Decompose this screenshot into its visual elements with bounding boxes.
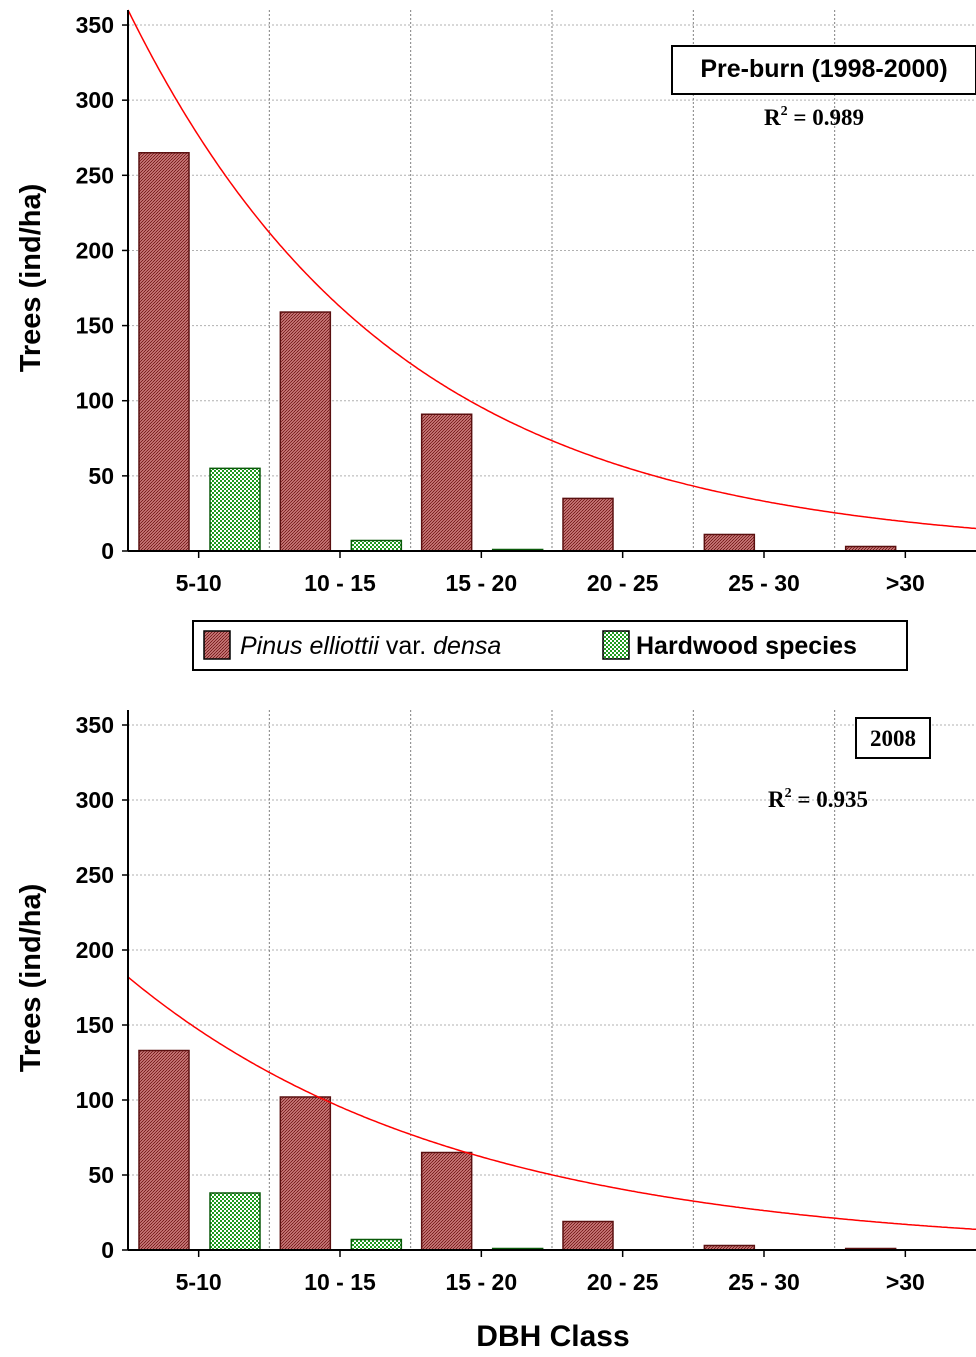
y-tick-label: 200 <box>76 237 114 263</box>
y-tick-label: 50 <box>88 1162 114 1188</box>
grid-lines <box>128 10 976 551</box>
x-tick-label: 15 - 20 <box>446 570 518 596</box>
y-tick-label: 0 <box>101 1237 114 1263</box>
panel-title: 2008 <box>870 726 916 751</box>
panel-title-box: 2008 <box>855 717 931 759</box>
x-tick-label: 5-10 <box>176 1269 222 1295</box>
bar-pinus-3 <box>562 497 614 552</box>
axes <box>122 10 976 558</box>
x-tick-labels: 5-10 10 - 15 15 - 20 20 - 25 25 - 30 >30 <box>176 1269 925 1295</box>
legend-swatch-hardwood <box>602 630 630 660</box>
y-tick-label: 100 <box>76 1087 114 1113</box>
bar-hardwood-0 <box>209 1192 261 1251</box>
bar-pinus-3 <box>562 1220 614 1251</box>
bar-pinus-2 <box>420 413 473 552</box>
bars <box>138 152 897 552</box>
x-tick-label: 20 - 25 <box>587 570 659 596</box>
bar-pinus-4 <box>703 533 756 552</box>
bar-pinus-0 <box>138 1049 190 1251</box>
y-tick-label: 50 <box>88 463 114 489</box>
y-tick-label: 150 <box>76 313 114 339</box>
r2-annotation: R2 = 0.935 <box>768 786 868 812</box>
bottom-panel: 0 50 100 150 200 250 300 350 5-10 10 - 15 15 - 20… <box>15 710 976 1353</box>
x-tick-label: 20 - 25 <box>587 1269 659 1295</box>
y-tick-label: 300 <box>76 787 114 813</box>
x-tick-label: 10 - 15 <box>304 1269 376 1295</box>
legend-swatch-pinus <box>203 630 231 660</box>
y-tick-label: 300 <box>76 87 114 113</box>
y-axis-label: Trees (ind/ha) <box>15 184 47 373</box>
x-tick-label: >30 <box>886 1269 925 1295</box>
fit-curve <box>127 9 976 530</box>
y-tick-label: 0 <box>101 538 114 564</box>
x-tick-label: 5-10 <box>176 570 222 596</box>
r2-annotation: R2 = 0.989 <box>764 104 864 130</box>
y-tick-labels: 0 50 100 150 200 250 300 350 <box>76 12 114 564</box>
panel-title: Pre-burn (1998-2000) <box>700 55 947 83</box>
bars <box>138 1049 897 1251</box>
y-tick-label: 250 <box>76 862 114 888</box>
y-tick-label: 100 <box>76 388 114 414</box>
legend-label-pinus: Pinus elliottii var. densa <box>240 632 501 660</box>
fit-curve <box>127 976 976 1231</box>
x-axis-label: DBH Class <box>476 1320 629 1352</box>
x-tick-label: 25 - 30 <box>728 570 800 596</box>
bar-hardwood-1 <box>350 1238 403 1251</box>
bar-pinus-1 <box>279 311 332 552</box>
bar-pinus-2 <box>420 1151 473 1251</box>
bar-pinus-0 <box>138 152 190 552</box>
bar-hardwood-0 <box>209 467 261 552</box>
y-tick-label: 250 <box>76 162 114 188</box>
y-axis-label: Trees (ind/ha) <box>15 884 47 1073</box>
x-tick-label: >30 <box>886 570 925 596</box>
bar-pinus-1 <box>279 1096 332 1251</box>
axes <box>122 710 976 1257</box>
bar-hardwood-1 <box>350 539 403 552</box>
x-tick-labels: 5-10 10 - 15 15 - 20 20 - 25 25 - 30 >30 <box>176 570 925 596</box>
top-panel: 0 50 100 150 200 250 300 350 5-10 10 - 15 15 - 20… <box>15 9 976 596</box>
y-tick-labels: 0 50 100 150 200 250 300 350 <box>76 712 114 1263</box>
y-tick-label: 200 <box>76 937 114 963</box>
x-tick-label: 15 - 20 <box>446 1269 518 1295</box>
panel-title-box: Pre-burn (1998-2000) <box>671 45 976 95</box>
x-tick-label: 10 - 15 <box>304 570 376 596</box>
legend: Pinus elliottii var. densa Hardwood spec… <box>192 620 908 671</box>
y-tick-label: 350 <box>76 12 114 38</box>
y-tick-label: 350 <box>76 712 114 738</box>
legend-label-hardwood: Hardwood species <box>636 632 857 660</box>
x-tick-label: 25 - 30 <box>728 1269 800 1295</box>
y-tick-label: 150 <box>76 1012 114 1038</box>
